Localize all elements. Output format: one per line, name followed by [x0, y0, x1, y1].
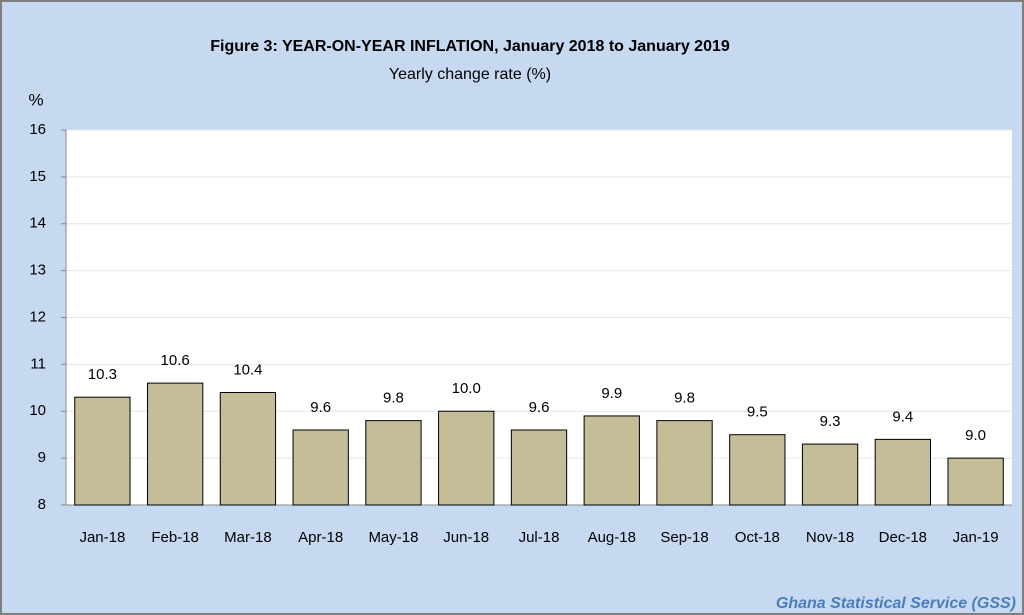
bar	[147, 382, 204, 506]
y-tick-label: 16	[29, 121, 46, 138]
value-label: 9.9	[601, 385, 622, 402]
x-tick-label: Feb-18	[151, 529, 199, 546]
value-label: 9.6	[310, 399, 331, 416]
bar	[438, 410, 495, 506]
value-label: 10.6	[161, 352, 190, 369]
x-tick-label: Jul-18	[519, 529, 560, 546]
y-tick-label: 12	[29, 308, 46, 325]
y-axis-label: %	[28, 90, 43, 109]
x-tick-label: Apr-18	[298, 529, 343, 546]
x-tick-label: Oct-18	[735, 529, 780, 546]
value-label: 9.5	[747, 404, 768, 421]
value-label: 10.4	[233, 361, 262, 378]
x-tick-label: Mar-18	[224, 529, 272, 546]
value-label: 10.0	[452, 380, 481, 397]
bar	[729, 434, 786, 506]
y-tick-label: 10	[29, 402, 46, 419]
bar	[801, 443, 859, 506]
bar	[874, 438, 931, 506]
bar	[947, 457, 1004, 506]
bar	[365, 420, 422, 506]
value-label: 9.0	[965, 427, 986, 444]
bar	[292, 429, 349, 506]
y-tick-label: 15	[29, 168, 46, 185]
value-label: 9.4	[892, 408, 913, 425]
x-tick-label: Jan-19	[953, 529, 999, 546]
chart-subtitle: Yearly change rate (%)	[389, 66, 551, 83]
x-tick-label: Dec-18	[879, 529, 927, 546]
chart-title: Figure 3: YEAR-ON-YEAR INFLATION, Januar…	[210, 38, 730, 55]
value-label: 9.8	[383, 390, 404, 407]
x-tick-label: Sep-18	[660, 529, 708, 546]
value-label: 9.6	[529, 399, 550, 416]
bar	[74, 396, 131, 506]
x-tick-label: Jun-18	[443, 529, 489, 546]
bar	[583, 415, 640, 506]
value-label: 9.8	[674, 390, 695, 407]
y-tick-label: 13	[29, 262, 46, 279]
x-tick-label: Jan-18	[79, 529, 125, 546]
x-tick-label: Aug-18	[588, 529, 636, 546]
bar	[219, 392, 277, 506]
value-label: 9.3	[820, 413, 841, 430]
source: Ghana Statistical Service (GSS)	[776, 595, 1016, 612]
x-tick-label: May-18	[368, 529, 418, 546]
y-tick-label: 11	[30, 355, 46, 372]
value-label: 10.3	[88, 366, 117, 383]
y-tick-label: 8	[38, 496, 46, 513]
y-tick-label: 14	[29, 215, 46, 232]
bar	[510, 429, 568, 506]
x-tick-label: Nov-18	[806, 529, 854, 546]
bar	[656, 420, 713, 506]
y-tick-label: 9	[38, 449, 46, 466]
